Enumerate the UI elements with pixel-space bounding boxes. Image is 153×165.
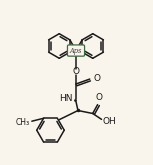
Text: HN: HN bbox=[60, 94, 73, 103]
Text: OH: OH bbox=[103, 117, 116, 126]
Text: CH₃: CH₃ bbox=[16, 118, 30, 127]
Text: O: O bbox=[95, 93, 102, 102]
Text: O: O bbox=[73, 67, 80, 76]
Text: Aps: Aps bbox=[70, 47, 82, 55]
Text: O: O bbox=[93, 74, 100, 82]
FancyBboxPatch shape bbox=[67, 45, 85, 56]
